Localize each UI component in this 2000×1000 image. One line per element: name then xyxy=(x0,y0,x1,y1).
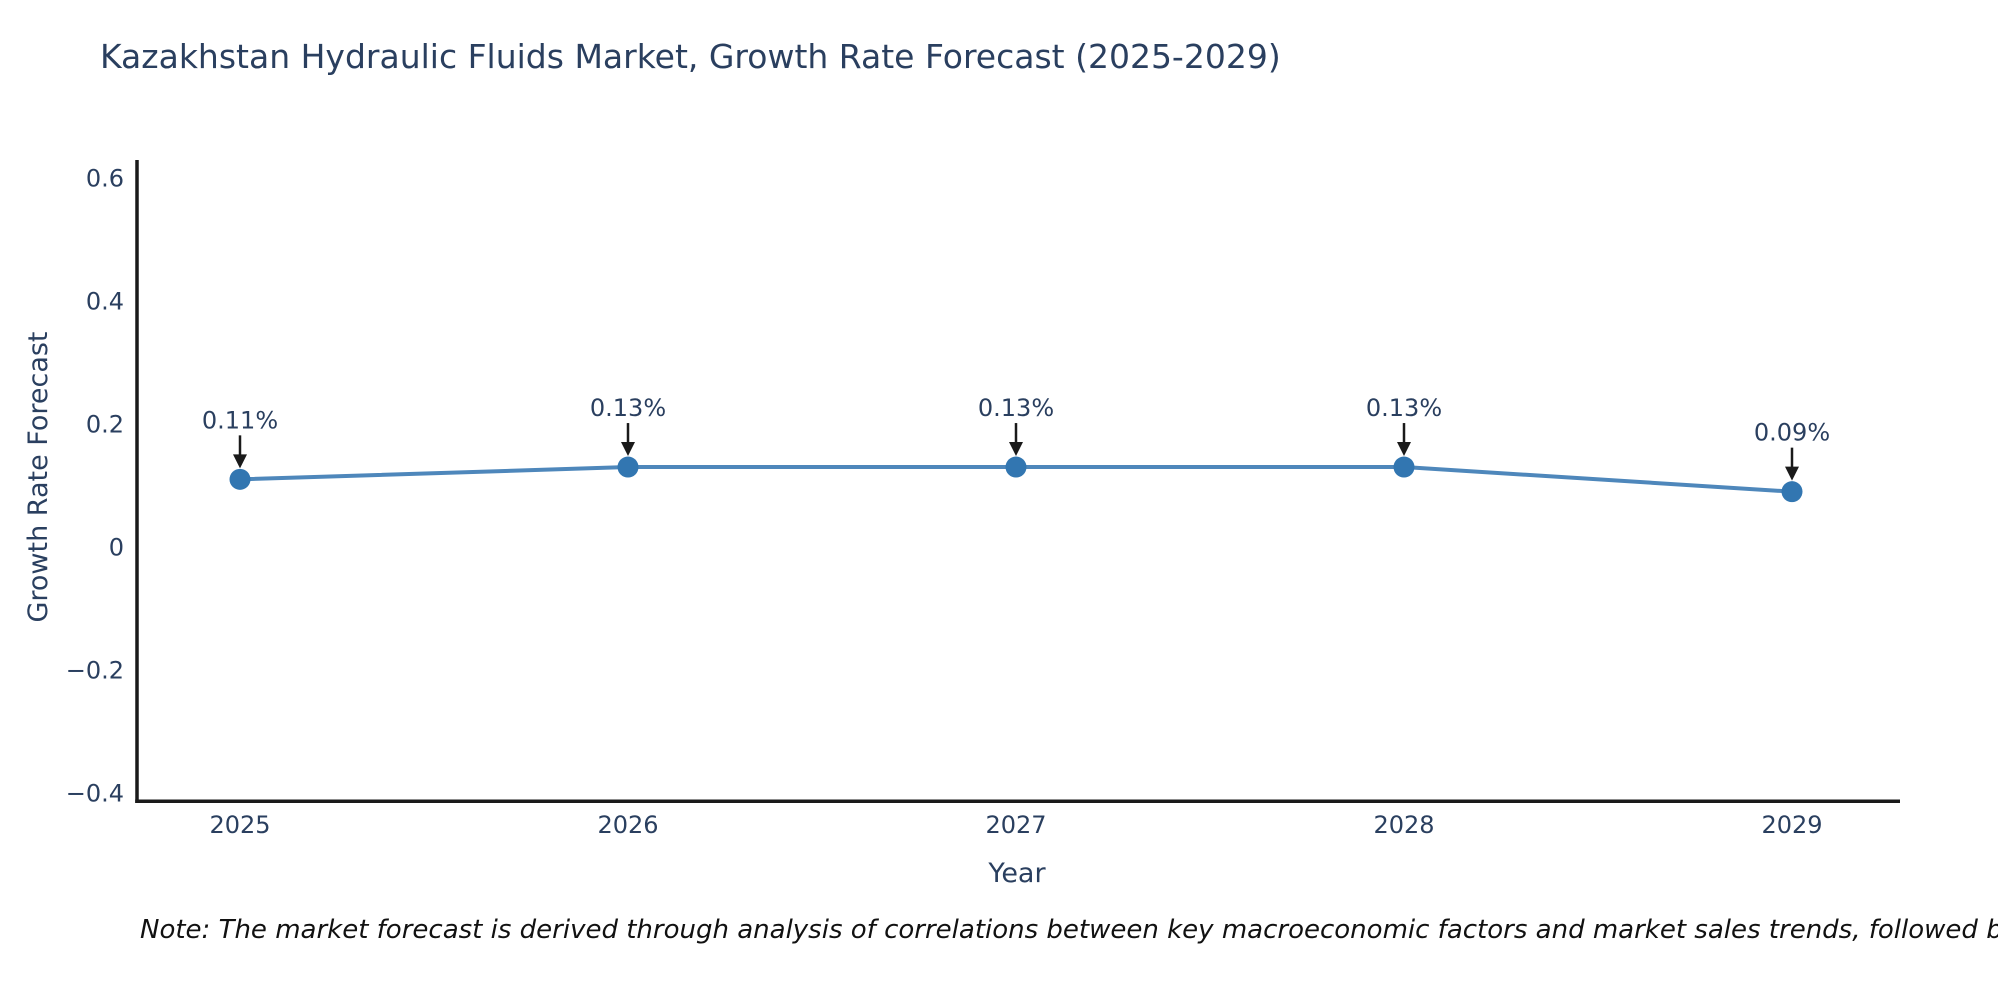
x-tick-label: 2029 xyxy=(1761,811,1822,839)
point-value-label: 0.13% xyxy=(978,394,1054,422)
annotation-arrowhead-icon xyxy=(1397,442,1411,457)
x-axis-title: Year xyxy=(988,858,1046,889)
y-tick-label: 0 xyxy=(109,534,124,562)
footnote: Note: The market forecast is derived thr… xyxy=(140,915,1998,945)
data-point xyxy=(229,468,251,490)
x-tick-label: 2026 xyxy=(597,811,658,839)
annotation-arrowhead-icon xyxy=(1785,466,1799,481)
annotation-arrowhead-icon xyxy=(1009,442,1023,457)
y-tick-label: −0.2 xyxy=(66,657,124,685)
point-value-label: 0.11% xyxy=(202,406,278,434)
point-value-label: 0.09% xyxy=(1754,419,1830,447)
y-tick-label: 0.6 xyxy=(86,165,124,193)
x-tick-label: 2025 xyxy=(209,811,270,839)
point-value-label: 0.13% xyxy=(1366,394,1442,422)
annotation-arrowhead-icon xyxy=(621,442,635,457)
data-point xyxy=(617,456,639,478)
x-tick-label: 2028 xyxy=(1373,811,1434,839)
annotation-arrowhead-icon xyxy=(233,454,247,469)
y-tick-label: −0.4 xyxy=(66,780,124,808)
data-point xyxy=(1393,456,1415,478)
chart-title: Kazakhstan Hydraulic Fluids Market, Grow… xyxy=(100,37,1281,76)
data-point xyxy=(1781,481,1803,503)
point-value-label: 0.13% xyxy=(590,394,666,422)
y-tick-label: 0.2 xyxy=(86,411,124,439)
data-point xyxy=(1005,456,1027,478)
x-tick-label: 2027 xyxy=(985,811,1046,839)
y-tick-label: 0.4 xyxy=(86,288,124,316)
